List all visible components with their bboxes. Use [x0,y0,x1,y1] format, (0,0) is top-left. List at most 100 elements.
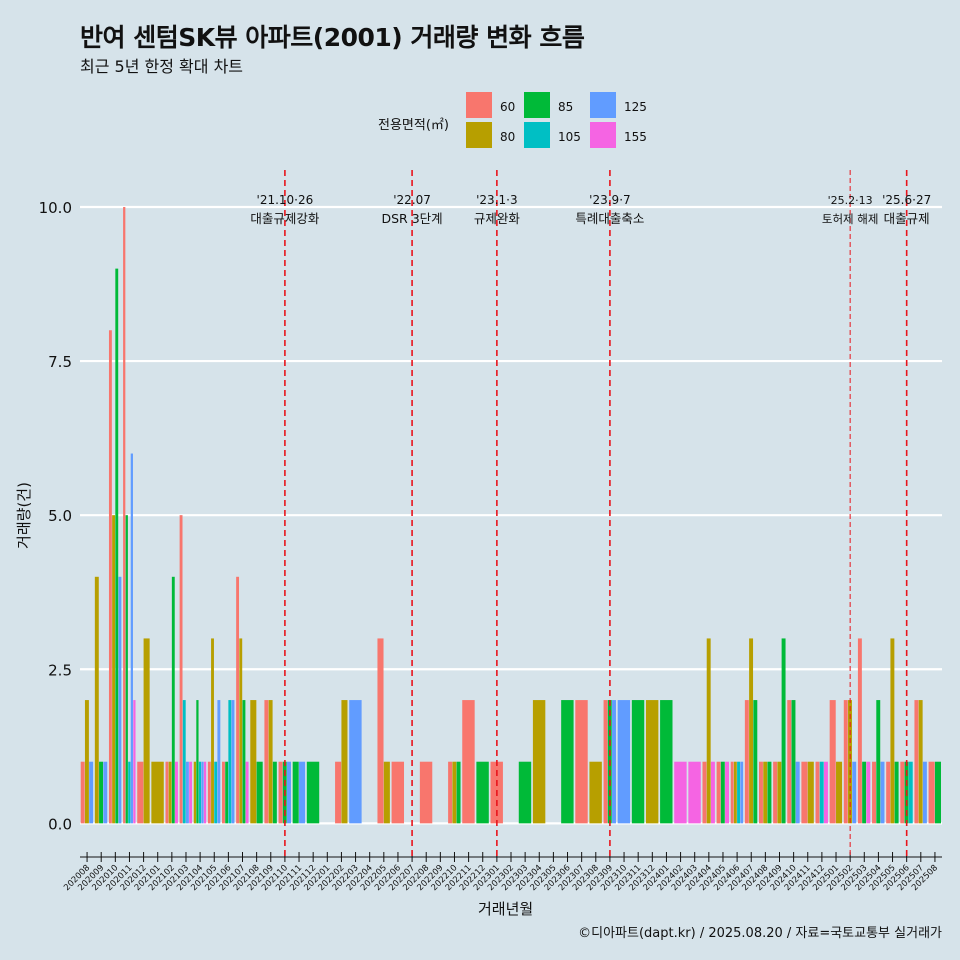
bar-80-202102 [168,761,172,824]
y-tick-label: 0.0 [48,815,72,833]
bar-155-202503 [866,761,871,824]
bar-80-202210 [452,761,457,824]
y-tick-label: 7.5 [48,353,72,371]
bar-125-202106 [231,700,235,824]
legend-key-155 [590,122,616,148]
bar-85-202408 [767,761,772,824]
bar-80-202009 [94,576,99,824]
bar-85-202401 [660,700,673,824]
bar-80-202202 [341,700,348,824]
legend-key-105 [524,122,550,148]
bar-85-202303 [518,761,532,824]
bar-60-202407 [744,700,749,824]
bar-60-202408 [759,761,763,824]
y-tick-label: 5.0 [48,507,72,525]
bar-85-202212 [476,761,489,824]
bar-155-202103 [189,761,193,824]
y-tick-label: 10.0 [39,199,72,217]
event-name-label: 대출규제강화 [250,211,320,226]
bar-80-202105 [211,638,214,824]
legend: 전용면적(㎡) 60 80 85 105 125 155 [378,92,678,154]
bar-80-202308 [589,761,602,824]
bar-60-202109 [264,700,269,824]
event-name-label: DSR 3단계 [381,211,442,226]
bar-80-202109 [268,700,273,824]
bar-60-202406 [730,761,734,824]
bar-125-202104 [201,761,204,824]
bar-60-202506 [900,761,905,824]
bar-60-202501 [829,700,836,824]
bar-125-202310 [617,700,631,824]
bar-60-202211 [462,700,475,824]
bar-60-202405 [716,761,721,824]
bar-80-202411 [807,761,814,824]
bar-85-202106 [225,761,229,824]
bar-125-202011 [130,453,133,824]
bar-125-202105 [217,700,221,824]
bar-60-202504 [872,761,876,824]
bar-60-202110 [278,761,283,824]
bar-60-202206 [391,761,405,824]
bar-125-202309 [612,700,616,824]
bar-60-202106 [222,761,225,824]
bar-60-202410 [787,700,792,824]
bar-125-202110 [287,761,291,824]
bar-85-202409 [781,638,786,824]
bar-125-202009 [103,761,108,824]
x-axis-title: 거래년월 [478,900,534,918]
bar-85-202407 [753,700,758,824]
bar-80-202304 [532,700,546,824]
event-date-label: '25.2·13 [828,194,873,207]
bar-60-202409 [773,761,778,824]
chart-title: 반여 센텀SK뷰 아파트(2001) 거래량 변화 흐름 [80,23,585,52]
bar-80-202012 [143,638,150,824]
bar-85-202011 [125,515,128,824]
bar-60-202010 [108,330,112,824]
bar-155-202405 [725,761,730,824]
bar-80-202104 [193,761,196,824]
bar-125-202504 [880,761,885,824]
event-name-label: 규제완화 [474,211,521,226]
legend-label-80: 80 [500,130,516,144]
bar-60-202012 [137,761,144,824]
bar-80-202505 [890,638,895,824]
event-date-label: '23.1·3 [476,193,517,207]
event-name-label: 토허제 해제 [822,212,879,226]
event-date-label: '21.10·26 [257,193,314,207]
bar-155-202107 [245,761,249,824]
bar-60-202102 [165,761,169,824]
bar-80-202406 [733,761,737,824]
legend-label-125: 125 [624,100,647,114]
bar-125-202410 [795,761,800,824]
y-axis-title: 거래량(건) [14,482,33,549]
bar-125-202502 [852,761,857,824]
bar-80-202008 [84,700,89,824]
bar-80-202408 [763,761,768,824]
bar-60-202208 [419,761,433,824]
source-caption: ©디아파트(dapt.kr) / 2025.08.20 / 자료=국토교통부 실… [578,926,942,941]
event-date-label: '22.07 [393,193,431,207]
bar-60-202507 [914,700,919,824]
legend-label-85: 85 [558,100,574,114]
bar-85-202102 [171,576,175,824]
bar-80-202107 [239,638,243,824]
legend-key-80 [466,122,492,148]
bar-85-202111 [292,761,299,824]
legend-label-60: 60 [500,100,516,114]
bar-60-202210 [448,761,453,824]
bar-155-202404 [710,761,715,824]
bar-155-202403 [688,761,701,824]
event-date-label: '25.6·27 [882,193,931,207]
legend-key-85 [524,92,550,118]
bar-60-202105 [207,761,211,824]
legend-title: 전용면적(㎡) [378,118,449,133]
bar-60-202404 [702,761,707,824]
bar-85-202311 [631,700,645,824]
bar-80-202108 [250,700,257,824]
legend-key-125 [590,92,616,118]
bar-85-202104 [196,700,199,824]
bar-60-202205 [377,638,384,824]
event-date-label: '23.9·7 [589,193,630,207]
bar-85-202010 [115,268,119,824]
bar-125-202008 [89,761,94,824]
